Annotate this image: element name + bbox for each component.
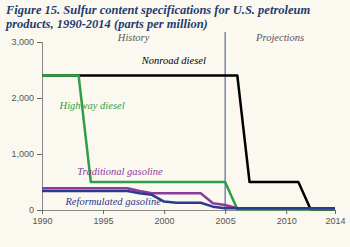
x-tick-label: 2010 [277, 216, 297, 226]
y-axis-line [37, 43, 43, 211]
series-label: Nonroad diesel [141, 55, 206, 66]
x-tick-mark [164, 210, 165, 214]
x-tick: 2014 [325, 210, 345, 226]
y-axis: 0 1,000 2,000 3,000 [11, 37, 42, 215]
x-tick: 2000 [155, 210, 175, 226]
annotation: History [117, 32, 150, 43]
y-tick-label: 1,000 [11, 149, 34, 159]
series-line [42, 191, 335, 208]
y-tick-label: 2,000 [11, 93, 34, 103]
series-label: Reformulated gasoline [64, 196, 161, 207]
series-label: Traditional gasoline [77, 166, 163, 177]
series-label: Highway diesel [59, 100, 125, 111]
y-tick-label: 0 [29, 205, 34, 215]
title: Figure 15. Sulfur content specifications… [5, 3, 310, 31]
y-tick: 2,000 [11, 93, 42, 103]
annotation: Projections [255, 32, 304, 43]
x-axis: 1990 1995 2000 2005 2010 2014 [32, 210, 345, 226]
x-tick-label: 1990 [32, 216, 52, 226]
x-tick-mark [103, 210, 104, 214]
chart: Figure 15. Sulfur content specifications… [0, 0, 350, 247]
x-tick-label: 2005 [216, 216, 236, 226]
x-tick: 2010 [277, 210, 297, 226]
y-tick-mark [37, 154, 42, 155]
y-tick-mark [37, 98, 42, 99]
y-tick-mark [37, 210, 42, 211]
x-tick: 2005 [216, 210, 236, 226]
y-tick: 1,000 [11, 149, 42, 159]
y-tick: 3,000 [11, 37, 42, 47]
x-tick: 1995 [94, 210, 114, 226]
series-line [42, 76, 335, 210]
x-tick-label: 2014 [325, 216, 345, 226]
x-tick-label: 1995 [94, 216, 114, 226]
x-axis-line [43, 211, 336, 215]
x-tick: 1990 [32, 210, 52, 226]
x-tick-mark [225, 210, 226, 214]
x-tick-mark [335, 210, 336, 214]
series-line [42, 188, 335, 208]
x-tick-label: 2000 [155, 216, 175, 226]
y-tick-mark [37, 42, 42, 43]
x-tick-mark [286, 210, 287, 214]
y-tick-label: 3,000 [11, 37, 34, 47]
series-line [42, 76, 335, 210]
plot-area [42, 76, 335, 210]
x-tick-mark [42, 210, 43, 214]
y-tick: 0 [29, 205, 42, 215]
